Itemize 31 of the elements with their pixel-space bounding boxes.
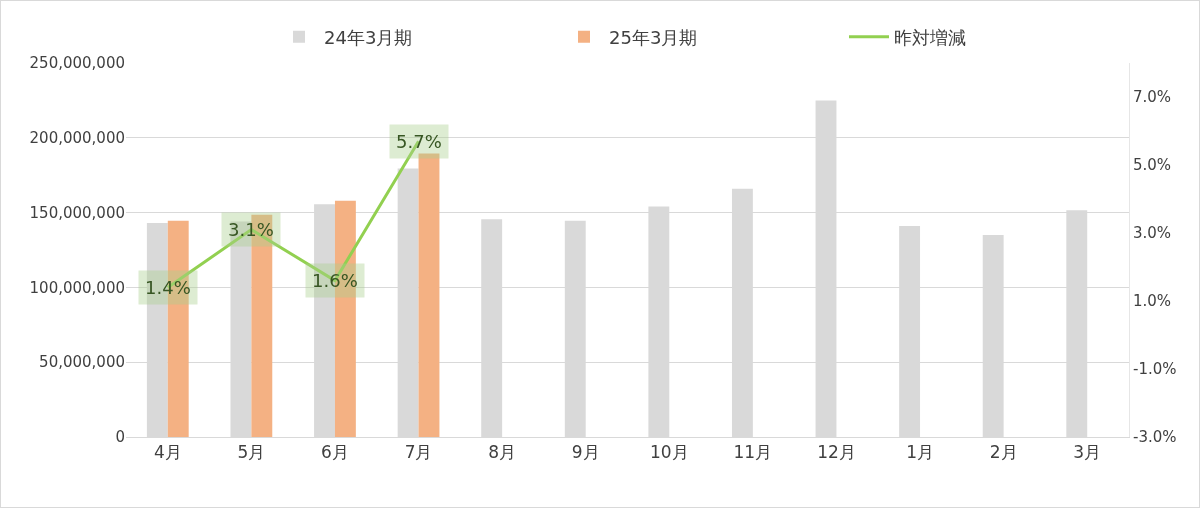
x-tick-label: 8月 (488, 442, 517, 463)
data-label: 5.7% (396, 131, 442, 152)
legend-label: 24年3月期 (324, 26, 413, 48)
x-tick-label: 11月 (733, 442, 773, 463)
x-tick-label: 4月 (153, 442, 182, 463)
y2-tick-label: 7.0% (1133, 88, 1172, 107)
legend-label: 25年3月期 (609, 26, 698, 48)
x-tick-label: 6月 (321, 442, 349, 463)
y2-tick-label: 5.0% (1133, 156, 1172, 175)
x-tick-label: 2月 (989, 442, 1018, 463)
x-tick-label: 9月 (571, 442, 600, 463)
y2-tick-label: -1.0% (1133, 360, 1177, 379)
x-tick-label: 5月 (237, 442, 266, 463)
legend-label: 昨対増減 (894, 26, 966, 48)
y-tick-label: 0 (115, 428, 125, 447)
y-tick-label: 100,000,000 (29, 278, 125, 297)
data-label: 1.4% (145, 277, 191, 298)
x-tick-label: 7月 (404, 442, 433, 463)
y-tick-label: 50,000,000 (39, 353, 125, 372)
data-label: 1.6% (312, 270, 358, 291)
y-tick-label: 150,000,000 (29, 203, 125, 222)
y2-tick-label: 1.0% (1133, 292, 1172, 311)
y-tick-label: 250,000,000 (29, 54, 125, 73)
x-tick-label: 1月 (906, 442, 934, 463)
x-tick-label: 3月 (1073, 442, 1102, 463)
y2-tick-label: 3.0% (1133, 224, 1172, 243)
x-tick-label: 10月 (649, 442, 689, 463)
y-tick-label: 200,000,000 (29, 129, 125, 148)
data-label: 3.1% (228, 219, 274, 240)
x-tick-label: 12月 (817, 442, 856, 463)
y2-tick-label: -3.0% (1133, 428, 1177, 447)
